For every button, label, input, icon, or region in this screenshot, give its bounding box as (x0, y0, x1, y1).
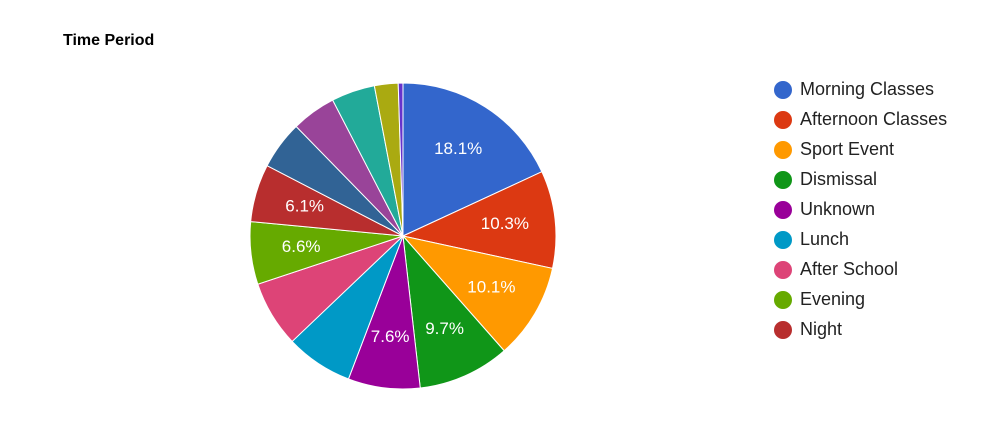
pie-slice (402, 234, 505, 389)
legend-label[interactable]: Afternoon Classes (800, 109, 947, 129)
legend-marker[interactable] (774, 321, 792, 339)
slice-label: 18.1% (434, 139, 482, 158)
pie-slice (402, 82, 543, 237)
slice-label: 6.1% (285, 197, 324, 216)
legend-label[interactable]: Unknown (800, 199, 875, 219)
legend-marker[interactable] (774, 201, 792, 219)
legend-label[interactable]: Morning Classes (800, 79, 934, 99)
legend-marker[interactable] (774, 141, 792, 159)
legend-label[interactable]: After School (800, 259, 898, 279)
legend-label[interactable]: Lunch (800, 229, 849, 249)
legend-label[interactable]: Sport Event (800, 139, 894, 159)
slice-label: 10.1% (467, 277, 515, 296)
pie-slice (397, 82, 404, 237)
slice-label: 10.3% (481, 214, 529, 233)
legend-marker[interactable] (774, 231, 792, 249)
legend-label[interactable]: Night (800, 319, 842, 339)
legend-marker[interactable] (774, 111, 792, 129)
legend-marker[interactable] (774, 291, 792, 309)
legend-marker[interactable] (774, 261, 792, 279)
legend-label[interactable]: Dismissal (800, 169, 877, 189)
slice-label: 9.7% (425, 319, 464, 338)
legend-marker[interactable] (774, 81, 792, 99)
legend-marker[interactable] (774, 171, 792, 189)
legend-label[interactable]: Evening (800, 289, 865, 309)
pie-slice (401, 235, 554, 352)
slice-label: 7.6% (371, 327, 410, 346)
slice-label: 6.6% (282, 237, 321, 256)
chart-title: Time Period (63, 32, 154, 49)
